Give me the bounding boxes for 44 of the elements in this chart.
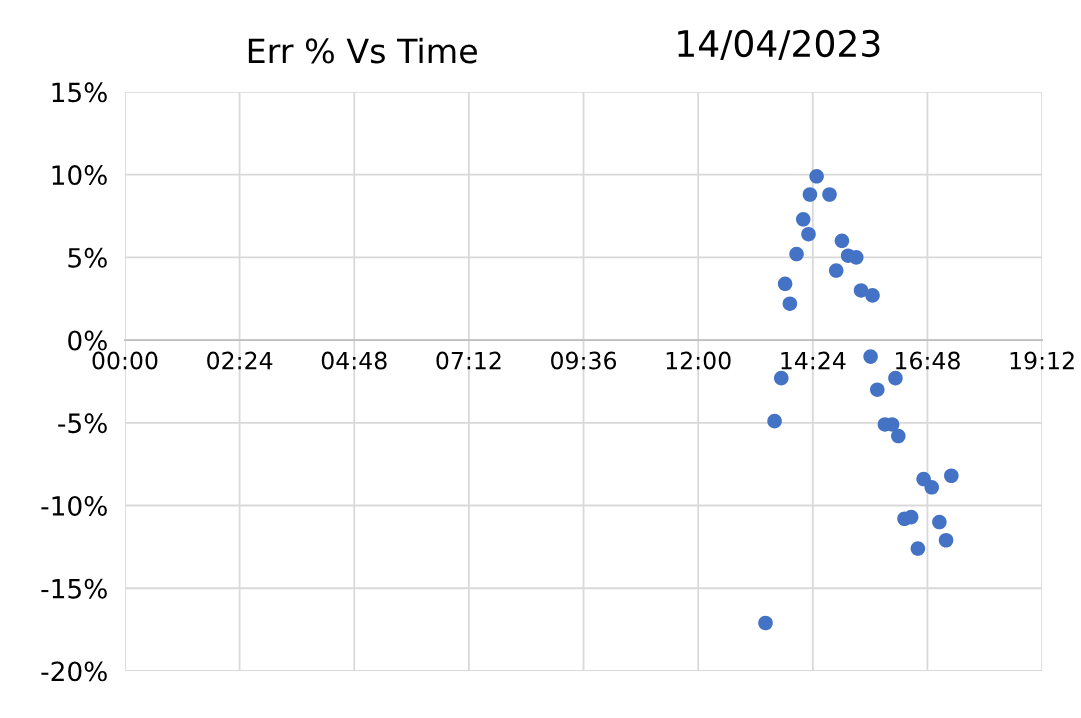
point: [870, 382, 885, 397]
y-tick-label: -15%: [41, 578, 107, 599]
point: [758, 615, 773, 631]
point: [795, 212, 811, 227]
point: [828, 263, 844, 278]
point: [932, 514, 947, 530]
point: [924, 480, 940, 495]
point: [822, 187, 837, 202]
x-tick-label: 12:00: [666, 351, 731, 370]
point: [865, 288, 880, 303]
point: [938, 532, 954, 548]
point: [789, 246, 804, 262]
y-tick-label: -5%: [58, 413, 107, 434]
x-tick-label: 14:24: [781, 351, 846, 370]
y-tick-label: 5%: [68, 247, 107, 268]
point: [888, 370, 903, 386]
y-tick-label: 0%: [68, 330, 107, 351]
point: [809, 169, 824, 184]
x-tick-label: 07:12: [436, 351, 501, 370]
point: [767, 413, 782, 429]
point: [863, 349, 878, 364]
chart-title: Err % Vs Time: [248, 37, 477, 64]
point: [944, 468, 959, 484]
point: [773, 370, 789, 386]
x-tick-label: 09:36: [551, 351, 617, 370]
point: [834, 233, 850, 249]
point: [802, 187, 818, 202]
point: [782, 296, 798, 311]
x-tick-label: 00:00: [92, 351, 158, 370]
point: [891, 428, 906, 444]
point: [777, 276, 793, 292]
text: 14/04/2023: [678, 29, 880, 60]
point: [848, 250, 864, 265]
x-tick-label: 16:48: [896, 351, 960, 370]
point: [853, 283, 869, 298]
y-tick-label: 10%: [52, 165, 107, 186]
y-tick-label: 15%: [52, 82, 107, 103]
y-tick-label: -10%: [41, 495, 107, 516]
x-tick-label: 04:48: [321, 351, 387, 370]
point: [801, 226, 816, 242]
y-tick-label: -20%: [41, 661, 107, 682]
x-tick-label: 19:12: [1010, 351, 1074, 370]
point: [910, 541, 926, 556]
x-tick-label: 02:24: [207, 351, 273, 370]
